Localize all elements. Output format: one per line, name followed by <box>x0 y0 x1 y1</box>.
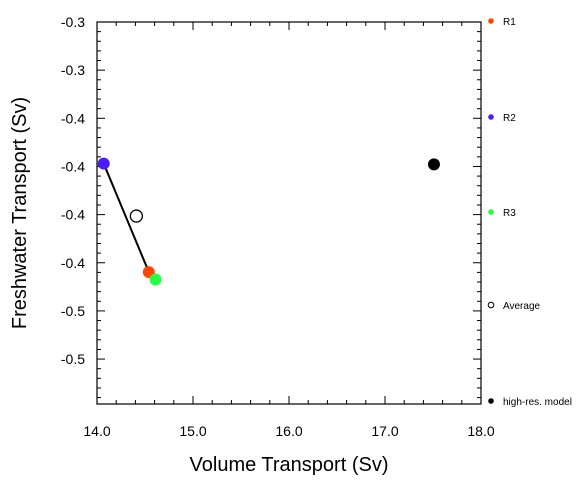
axes-layer: 14.0 15.0 16.0 17.0 18.0 -0.3 -0.3 -0.4 -0.4 -0.4… <box>9 14 495 476</box>
legend-label-r3: R3 <box>503 208 516 219</box>
legend-marker-r1 <box>488 18 494 24</box>
plot-frame <box>96 21 482 405</box>
y-tick-label: -0.4 <box>61 207 85 223</box>
x-tick-label: 15.0 <box>179 423 206 439</box>
x-tick-label: 16.0 <box>275 423 302 439</box>
y-axis-title: Freshwater Transport (Sv) <box>9 97 31 329</box>
marks-layer <box>97 157 440 286</box>
legend-marker-r3 <box>488 209 494 215</box>
legend-label-average: Average <box>503 301 541 312</box>
legend-marker-high-res-model <box>488 398 494 404</box>
point-r3 <box>149 273 162 286</box>
legend-marker-average <box>487 301 495 309</box>
x-tick-label: 14.0 <box>83 423 110 439</box>
legend-layer: R1 R2 R3 Average high-res. model <box>487 17 572 408</box>
y-tick-label: -0.5 <box>61 351 85 367</box>
y-tick-label: -0.3 <box>61 62 85 78</box>
legend-label-high-res-model: high-res. model <box>503 397 572 408</box>
legend-label-r1: R1 <box>503 17 516 28</box>
y-tick-label: -0.4 <box>61 255 85 271</box>
point-r2 <box>97 157 110 170</box>
x-axis-title: Volume Transport (Sv) <box>190 454 389 476</box>
y-tick-label: -0.4 <box>61 110 85 126</box>
point-average <box>129 209 144 223</box>
point-high-res-model <box>427 158 440 171</box>
x-tick-label: 18.0 <box>467 423 494 439</box>
legend-marker-r2 <box>488 114 494 120</box>
y-tick-label: -0.5 <box>61 303 85 319</box>
x-tick-label: 17.0 <box>371 423 398 439</box>
y-tick-label: -0.3 <box>61 14 85 30</box>
legend-label-r2: R2 <box>503 113 516 124</box>
connector-line <box>102 163 150 273</box>
y-tick-label: -0.4 <box>61 158 85 174</box>
